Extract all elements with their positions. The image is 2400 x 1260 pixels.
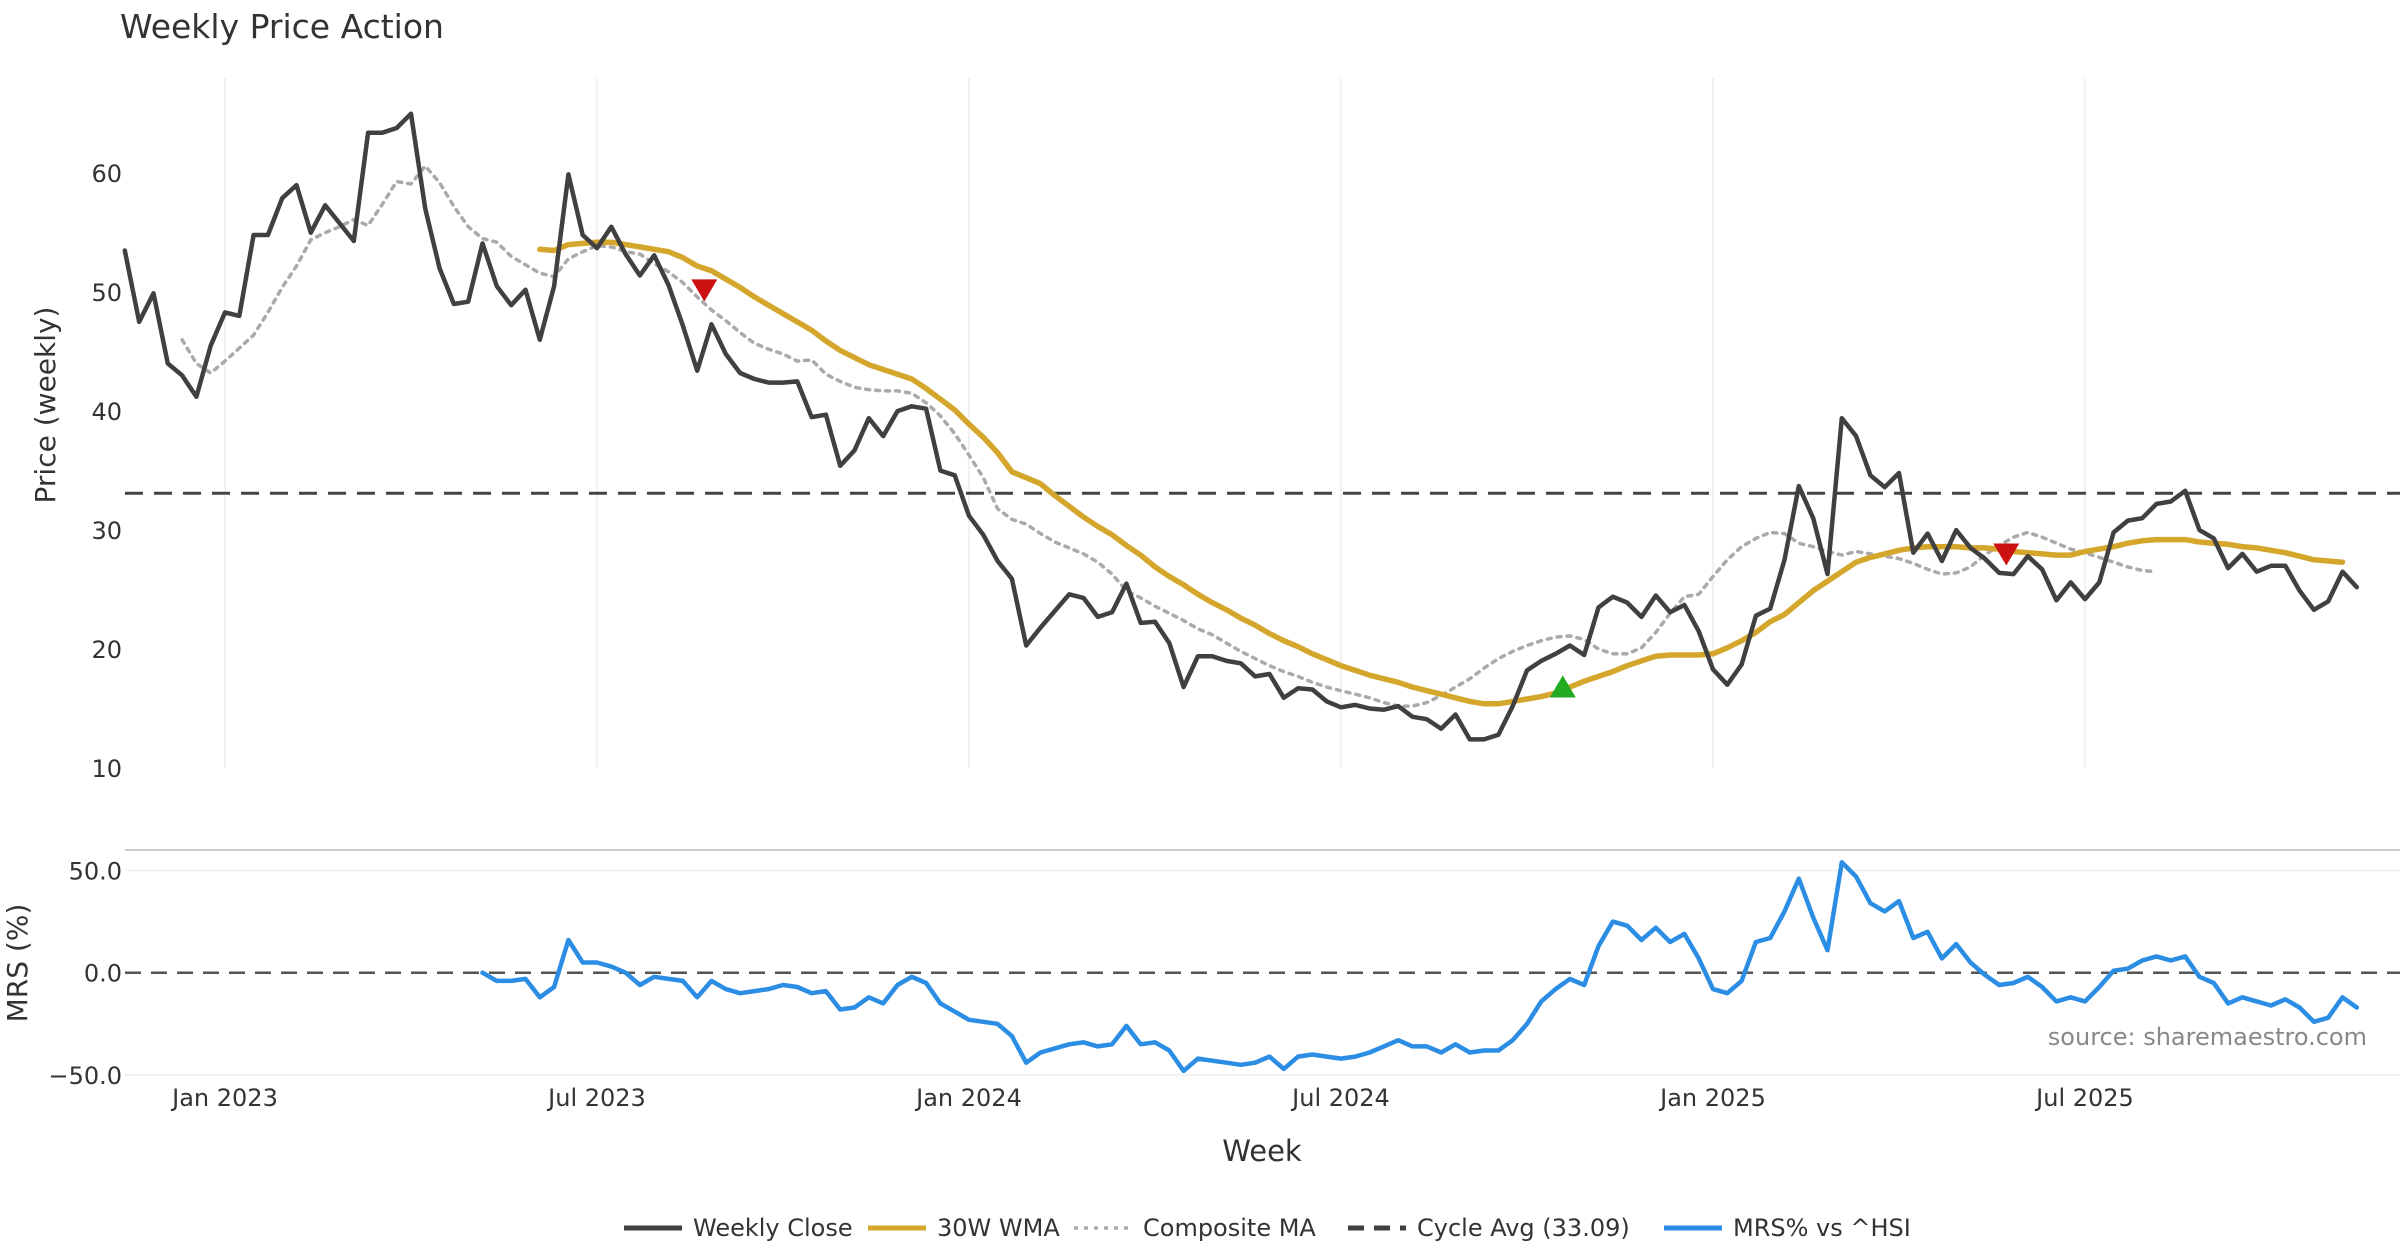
chart-title: Weekly Price Action [120, 7, 444, 46]
x-axis-label: Week [1222, 1134, 1302, 1168]
source-note: source: sharemaestro.com [2048, 1023, 2367, 1051]
x-tick-0: Jan 2023 [170, 1084, 278, 1112]
x-tick-1: Jul 2023 [546, 1084, 646, 1112]
series-weekly-close [122, 111, 2360, 742]
mrs-series-group [480, 860, 2360, 1074]
price-y-axis: 10 20 30 40 50 60 [91, 160, 122, 783]
buy-signal-marker-1 [1549, 675, 1576, 698]
price-y-tick-30: 30 [91, 517, 122, 545]
legend-label-4: MRS% vs ^HSI [1733, 1214, 1911, 1242]
mrs-y-tick-2: −50.0 [48, 1062, 122, 1090]
price-grid [224, 78, 2086, 768]
mrs-y-tick-1: 0.0 [84, 960, 122, 988]
price-y-tick-50: 50 [91, 279, 122, 307]
legend-label-3: Cycle Avg (33.09) [1417, 1214, 1630, 1242]
price-y-tick-40: 40 [91, 398, 122, 426]
x-tick-2: Jan 2024 [914, 1084, 1022, 1112]
legend: Weekly Close 30W WMA Composite MA Cycle Avg… [624, 1214, 1911, 1242]
series-30w-wma [537, 239, 2346, 707]
mrs-y-axis: 50.0 0.0 −50.0 [48, 857, 122, 1090]
price-y-tick-10: 10 [91, 755, 122, 783]
legend-label-0: Weekly Close [693, 1214, 853, 1242]
series-mrs-vs-hsi [480, 860, 2360, 1074]
x-tick-5: Jul 2025 [2034, 1084, 2134, 1112]
sell-signal-marker-0 [691, 279, 718, 302]
mrs-y-axis-label: MRS (%) [1, 904, 34, 1023]
x-tick-3: Jul 2024 [1290, 1084, 1390, 1112]
x-axis: Jan 2023 Jul 2023 Jan 2024 Jul 2024 Jan 2025… [170, 1084, 2134, 1112]
price-y-tick-20: 20 [91, 636, 122, 664]
price-y-tick-60: 60 [91, 160, 122, 188]
legend-label-2: Composite MA [1143, 1214, 1316, 1242]
sell-signal-marker-2 [1993, 543, 2020, 566]
mrs-y-tick-0: 50.0 [69, 857, 122, 885]
signal-markers [691, 279, 2020, 698]
price-series-group [122, 111, 2360, 742]
x-tick-4: Jan 2025 [1658, 1084, 1766, 1112]
series-composite-ma [180, 164, 2159, 708]
mrs-grid [125, 869, 2400, 1076]
price-y-axis-label: Price (weekly) [29, 307, 62, 504]
legend-label-1: 30W WMA [937, 1214, 1060, 1242]
